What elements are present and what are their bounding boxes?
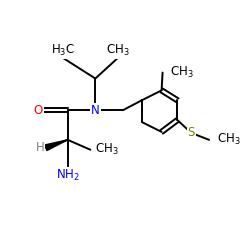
Text: O: O xyxy=(33,104,42,117)
Text: CH$_3$: CH$_3$ xyxy=(95,142,119,157)
Text: NH$_2$: NH$_2$ xyxy=(56,168,80,182)
Text: CH$_3$: CH$_3$ xyxy=(217,132,241,148)
Text: N: N xyxy=(91,104,100,117)
Text: CH$_3$: CH$_3$ xyxy=(170,65,194,80)
Text: H$_3$C: H$_3$C xyxy=(51,43,75,58)
Text: H: H xyxy=(36,141,44,154)
Text: CH$_3$: CH$_3$ xyxy=(106,43,130,58)
Polygon shape xyxy=(45,140,68,150)
Text: S: S xyxy=(188,126,195,140)
